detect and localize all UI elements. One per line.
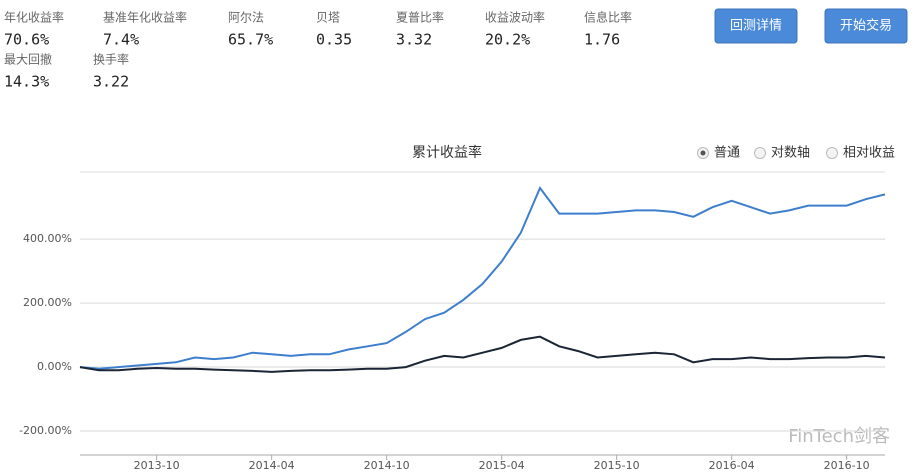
button-bg[interactable] — [714, 8, 798, 44]
y-tick-label: 0.00% — [37, 360, 72, 373]
radio-label[interactable]: 相对收益 — [843, 146, 895, 161]
x-tick-label: 2013-10 — [134, 459, 180, 472]
metric-label: 换手率 — [93, 52, 129, 67]
x-tick-label: 2016-04 — [709, 459, 755, 472]
y-tick-label: 200.00% — [23, 296, 72, 309]
metric-value: 65.7% — [228, 31, 273, 49]
metric-value: 1.76 — [584, 31, 620, 49]
metric-value: 7.4% — [103, 31, 139, 49]
x-tick-label: 2014-04 — [249, 459, 295, 472]
radio[interactable] — [826, 147, 838, 159]
y-tick-label: 400.00% — [23, 232, 72, 245]
metric-value: 0.35 — [316, 31, 352, 49]
chart-title: 累计收益率 — [412, 144, 482, 161]
metric-value: 20.2% — [485, 31, 530, 49]
metric-label: 年化收益率 — [4, 10, 64, 25]
x-tick-label: 2015-10 — [594, 459, 640, 472]
metric-label: 收益波动率 — [485, 10, 545, 25]
radio-label[interactable]: 普通 — [714, 146, 740, 161]
watermark: FinTech剑客 — [788, 426, 890, 447]
metric-label: 夏普比率 — [396, 10, 444, 25]
button-bg[interactable] — [824, 8, 908, 44]
metric-value: 3.32 — [396, 31, 432, 49]
radio-label[interactable]: 对数轴 — [771, 146, 810, 161]
metric-value: 14.3% — [4, 73, 49, 91]
button[interactable]: 开始交易 — [840, 18, 892, 34]
x-tick-label: 2014-10 — [364, 459, 410, 472]
x-tick-label: 2015-04 — [479, 459, 525, 472]
y-tick-label: -200.00% — [19, 424, 72, 437]
metric-value: 70.6% — [4, 31, 49, 49]
metric-label: 最大回撤 — [4, 52, 52, 67]
metric-label: 阿尔法 — [228, 10, 264, 25]
button[interactable]: 回测详情 — [730, 19, 782, 34]
metric-label: 基准年化收益率 — [103, 10, 187, 25]
x-tick-label: 2016-10 — [824, 459, 870, 472]
metric-label: 信息比率 — [584, 10, 632, 25]
series-line — [79, 335, 886, 373]
radio-dot[interactable] — [700, 150, 706, 156]
series-line — [79, 186, 886, 370]
metric-value: 3.22 — [93, 73, 129, 91]
radio[interactable] — [754, 147, 766, 159]
metric-label: 贝塔 — [316, 11, 340, 25]
